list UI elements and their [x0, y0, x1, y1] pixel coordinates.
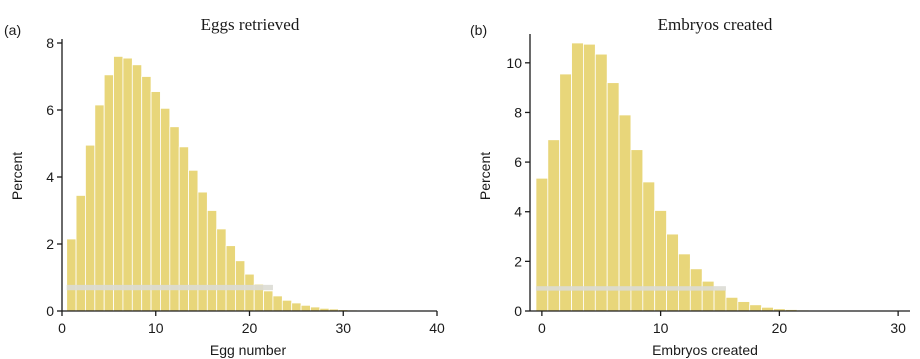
x-tick-label: 20 — [242, 320, 258, 336]
bar — [197, 191, 208, 312]
y-tick-label: 8 — [514, 104, 522, 120]
bar — [749, 304, 762, 312]
y-tick-label: 6 — [46, 102, 54, 118]
bar — [571, 42, 584, 312]
bar — [160, 107, 171, 312]
x-tick-label: 0 — [58, 320, 66, 336]
chart-title-b: Embryos created — [658, 15, 773, 34]
bar — [206, 210, 218, 312]
bar — [666, 233, 679, 312]
bar — [216, 228, 227, 312]
bar — [150, 91, 161, 312]
bar — [281, 299, 293, 312]
panel-label-a: (a) — [4, 22, 21, 38]
plot-area-b: 0 2 4 6 8 10 0 10 20 30 — [506, 34, 910, 336]
bar — [678, 253, 691, 312]
y-axis-label-a: Percent — [9, 152, 25, 200]
y-tick-label: 0 — [514, 303, 522, 319]
x-axis-label-b: Embryos created — [652, 342, 758, 358]
bar — [594, 53, 608, 312]
x-tick-label: 10 — [653, 320, 669, 336]
chart-title-a: Eggs retrieved — [201, 15, 300, 34]
bar — [642, 181, 656, 312]
y-tick-label: 6 — [514, 154, 522, 170]
bar — [141, 76, 152, 312]
bar — [103, 74, 114, 312]
y-axis-label-b: Percent — [477, 152, 493, 200]
bar — [737, 301, 751, 312]
x-axis-label-a: Egg number — [210, 342, 287, 358]
x-tick-label: 40 — [429, 320, 445, 336]
y-tick-label: 4 — [46, 169, 54, 185]
bar — [244, 273, 255, 312]
bar — [169, 126, 180, 312]
bar — [725, 296, 739, 312]
bar — [66, 238, 77, 312]
highlight-band — [535, 286, 726, 291]
x-tick-label: 20 — [772, 320, 788, 336]
bar — [606, 82, 620, 312]
bar — [654, 210, 667, 312]
bar — [583, 43, 596, 312]
x-tick-label: 30 — [890, 320, 906, 336]
bar — [547, 139, 561, 312]
bar — [535, 177, 549, 312]
x-tick-label: 30 — [335, 320, 351, 336]
y-tick-label: 2 — [46, 236, 54, 252]
chart-panel-b: (b) Embryos created 0 2 4 6 8 10 0 10 20 30 Embry… — [470, 15, 910, 358]
bar — [122, 57, 133, 312]
y-tick-label: 8 — [46, 35, 54, 51]
highlight-band — [66, 284, 273, 291]
bar — [291, 302, 302, 312]
bar — [263, 290, 274, 312]
y-tick-label: 0 — [46, 303, 54, 319]
bar — [618, 114, 632, 312]
bar — [713, 289, 727, 312]
bar — [701, 280, 715, 312]
plot-area-a: 0 2 4 6 8 0 10 20 30 40 — [46, 35, 445, 336]
bar — [559, 73, 572, 312]
bar — [272, 295, 283, 312]
y-tick-label: 10 — [506, 55, 522, 71]
bar — [75, 195, 86, 312]
x-tick-label: 10 — [148, 320, 164, 336]
bar — [131, 64, 143, 312]
y-tick-label: 4 — [514, 204, 522, 220]
bar — [300, 304, 311, 312]
y-tick-label: 2 — [514, 253, 522, 269]
chart-panel-a: (a) Eggs retrieved 0 2 4 6 8 0 10 20 30 40 Egg nu… — [4, 15, 445, 358]
bar — [225, 245, 236, 312]
bar — [94, 104, 105, 312]
x-tick-label: 0 — [538, 320, 546, 336]
bar — [113, 56, 124, 312]
panel-label-b: (b) — [470, 22, 487, 38]
